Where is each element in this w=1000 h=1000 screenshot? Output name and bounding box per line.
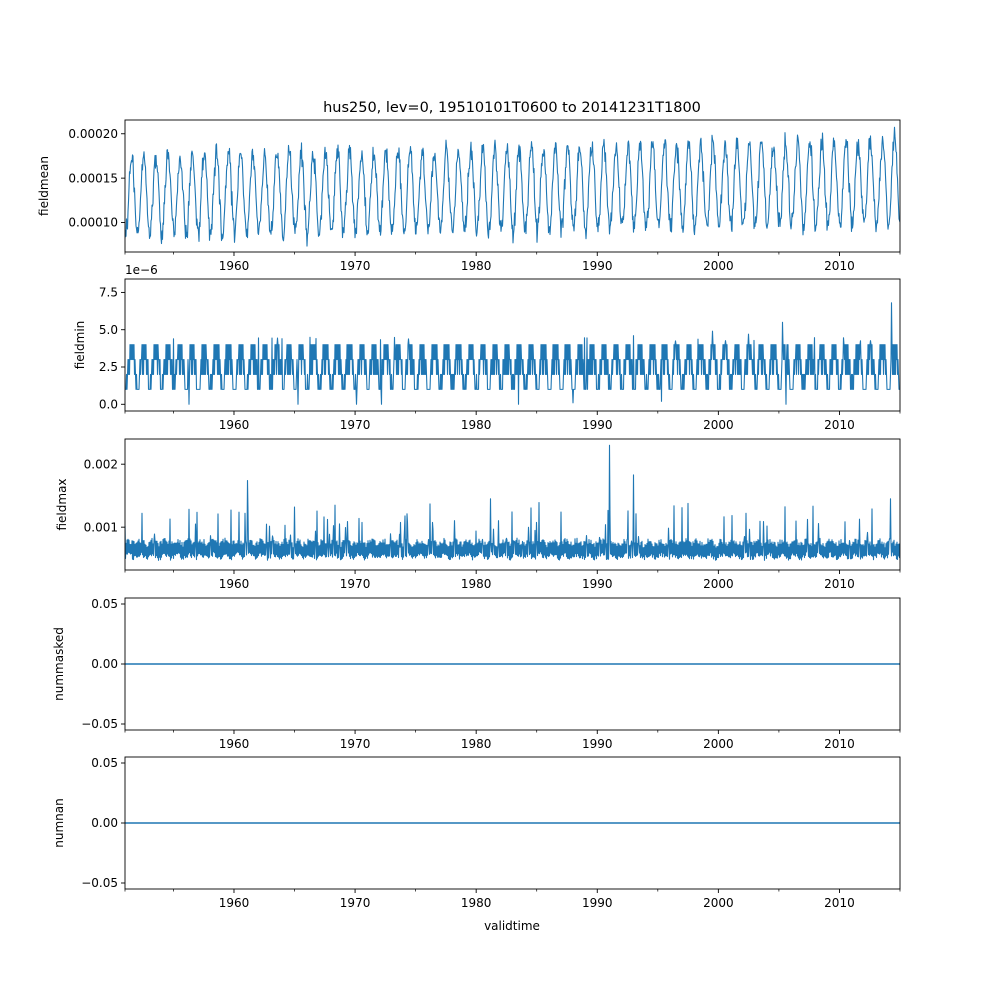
subplot-fieldmin: 1960 1970 1980 1990 2000 2010 0.0 2.5 5.0 7.5 fiel… (73, 263, 901, 432)
y-tick-label: −0.05 (81, 876, 118, 890)
axes-frame-fieldmax (124, 438, 901, 571)
y-tick-label: −0.05 (81, 717, 118, 731)
y-axis-label-fieldmin: fieldmin (73, 321, 87, 370)
x-tick-label: 2000 (703, 259, 734, 273)
x-tick-label: 2000 (703, 577, 734, 591)
x-tick-label: 1960 (219, 259, 250, 273)
y-tick-label: 5.0 (99, 323, 118, 337)
x-tick-label: 1990 (582, 896, 613, 910)
x-tick-label: 2010 (824, 577, 855, 591)
axes-frame-fieldmean (124, 119, 901, 253)
axes-frame-fieldmin (124, 278, 901, 412)
x-tick-label: 1990 (582, 577, 613, 591)
x-tick-label: 2010 (824, 259, 855, 273)
y-tick-label: 0.00015 (68, 171, 118, 185)
y-tick-label: 0.05 (91, 756, 118, 770)
subplot-fieldmax: 1960 1970 1980 1990 2000 2010 0.001 0.002 fieldm… (55, 438, 901, 591)
x-tick-label: 2010 (824, 418, 855, 432)
x-tick-label: 2000 (703, 737, 734, 751)
y-tick-label: 0.00 (91, 657, 118, 671)
series-line-fieldmin (125, 302, 900, 405)
x-tick-label: 1970 (340, 259, 371, 273)
x-tick-label: 1990 (582, 259, 613, 273)
y-axis-label-fieldmax: fieldmax (55, 478, 69, 530)
y-tick-label: 0.00020 (68, 127, 118, 141)
x-tick-label: 2010 (824, 896, 855, 910)
x-tick-label: 1960 (219, 896, 250, 910)
y-axis-label-fieldmean: fieldmean (37, 156, 51, 216)
x-tick-label: 1980 (461, 418, 492, 432)
x-tick-label: 1970 (340, 577, 371, 591)
x-tick-label: 1990 (582, 737, 613, 751)
y-tick-label: 2.5 (99, 360, 118, 374)
y-offset-text: 1e−6 (125, 263, 158, 277)
y-tick-label: 0.002 (84, 457, 118, 471)
x-tick-label: 1970 (340, 737, 371, 751)
y-axis-label-numnan: numnan (52, 798, 66, 847)
x-tick-label: 1970 (340, 418, 371, 432)
x-tick-label: 1960 (219, 737, 250, 751)
x-tick-label: 1960 (219, 418, 250, 432)
subplot-numnan: 1960 1970 1980 1990 2000 2010 −0.05 0.00 0.05 num… (52, 756, 901, 910)
y-axis-label-nummasked: nummasked (52, 627, 66, 701)
subplot-nummasked: 1960 1970 1980 1990 2000 2010 −0.05 0.00 0.05 num… (52, 597, 901, 751)
x-tick-label: 1980 (461, 259, 492, 273)
subplot-fieldmean: 1960 1970 1980 1990 2000 2010 0.00010 0.00015 0.… (37, 119, 901, 273)
chart-title: hus250, lev=0, 19510101T0600 to 20141231… (323, 100, 701, 116)
subplot-panels: 1960 1970 1980 1990 2000 2010 0.00010 0.00015 0.… (37, 119, 901, 910)
x-tick-label: 1980 (461, 896, 492, 910)
x-tick-label: 2000 (703, 896, 734, 910)
x-tick-label: 1980 (461, 577, 492, 591)
series-line-fieldmax (125, 444, 900, 561)
x-tick-label: 1990 (582, 418, 613, 432)
x-tick-label: 2010 (824, 737, 855, 751)
x-tick-label: 1970 (340, 896, 371, 910)
x-tick-label: 2000 (703, 418, 734, 432)
y-tick-label: 0.00 (91, 816, 118, 830)
x-tick-label: 1980 (461, 737, 492, 751)
series-line-fieldmean (125, 126, 900, 247)
x-axis-label: validtime (484, 919, 540, 933)
y-tick-label: 0.00010 (68, 216, 118, 230)
y-tick-label: 0.001 (84, 520, 118, 534)
x-tick-label: 1960 (219, 577, 250, 591)
y-tick-label: 0.05 (91, 597, 118, 611)
y-tick-label: 7.5 (99, 286, 118, 300)
y-tick-label: 0.0 (99, 397, 118, 411)
